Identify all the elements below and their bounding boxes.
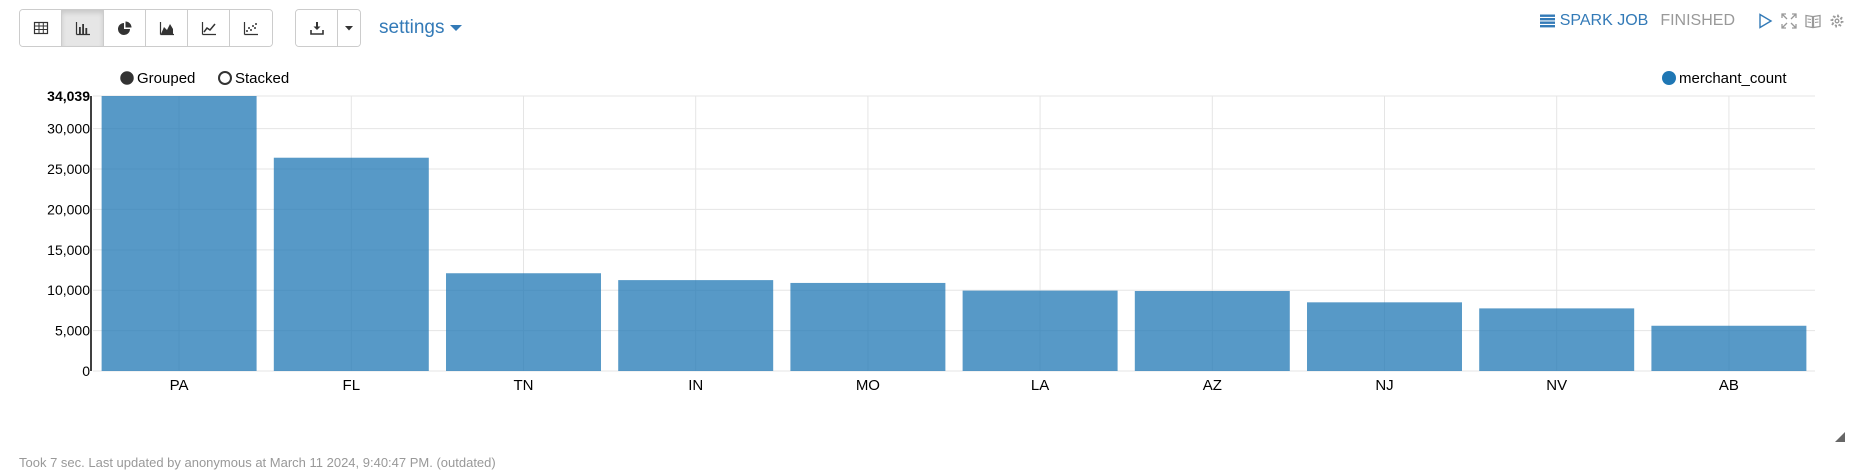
bar-nv[interactable]	[1479, 308, 1635, 371]
x-tick-label: LA	[1031, 377, 1049, 394]
spark-job-link[interactable]: SPARK JOB	[1539, 12, 1649, 30]
download-icon	[309, 22, 324, 35]
x-tick-label: NJ	[1375, 377, 1393, 394]
y-tick-label: 25,000	[47, 161, 90, 177]
pie-chart-icon	[117, 21, 131, 35]
play-icon[interactable]	[1757, 13, 1773, 29]
expand-icon[interactable]	[1781, 13, 1797, 29]
grouped-mode-option[interactable]: Grouped	[120, 70, 195, 87]
area-chart-icon	[159, 22, 174, 36]
stacked-label: Stacked	[235, 70, 289, 87]
x-tick-label: AZ	[1203, 377, 1222, 394]
settings-label: settings	[379, 17, 445, 38]
bars	[101, 96, 1807, 371]
x-axis: PA FL TN IN MO LA AZ NJ NV AB	[170, 377, 1739, 394]
bar-chart-icon	[75, 22, 90, 36]
status-badge: FINISHED	[1660, 12, 1735, 29]
table-icon	[33, 21, 48, 35]
bar-la[interactable]	[962, 290, 1118, 371]
y-tick-label: 15,000	[47, 242, 90, 258]
bar-fl[interactable]	[273, 157, 429, 371]
bar-pa[interactable]	[101, 96, 257, 371]
y-tick-label: 20,000	[47, 201, 90, 217]
bar-nj[interactable]	[1307, 302, 1462, 371]
download-button[interactable]	[296, 10, 338, 46]
caret-down-icon	[450, 25, 463, 31]
x-tick-label: PA	[170, 377, 189, 394]
settings-dropdown[interactable]: settings	[379, 17, 463, 39]
bar-tn[interactable]	[446, 273, 601, 371]
download-options-toggle[interactable]	[338, 10, 360, 46]
x-tick-label: TN	[514, 377, 534, 394]
mode-toggle: Grouped Stacked	[120, 70, 289, 87]
y-tick-label: 10,000	[47, 282, 90, 298]
legend: merchant_count	[1662, 70, 1787, 87]
scatter-chart-view-button[interactable]	[230, 10, 272, 46]
grouped-label: Grouped	[137, 70, 195, 87]
y-tick-label: 5,000	[55, 323, 90, 339]
view-button-group	[19, 9, 273, 47]
y-tick-label: 30,000	[47, 121, 90, 137]
bar-in[interactable]	[618, 280, 774, 371]
paragraph-status: SPARK JOB FINISHED	[1539, 12, 1845, 30]
download-button-group	[295, 9, 361, 47]
x-tick-label: IN	[688, 377, 703, 394]
line-chart-view-button[interactable]	[188, 10, 230, 46]
area-chart-view-button[interactable]	[146, 10, 188, 46]
caret-down-icon	[345, 26, 353, 31]
resize-handle[interactable]	[1833, 430, 1845, 442]
bar-mo[interactable]	[790, 282, 946, 371]
line-chart-icon	[201, 22, 216, 36]
gear-icon[interactable]	[1829, 13, 1845, 29]
bar-az[interactable]	[1134, 291, 1290, 371]
book-icon[interactable]	[1805, 13, 1821, 29]
legend-label: merchant_count	[1679, 70, 1787, 87]
x-tick-label: AB	[1719, 377, 1739, 394]
x-tick-label: MO	[856, 377, 880, 394]
bar-chart: Grouped Stacked merchant_count 0 5,000 10,…	[47, 70, 1815, 394]
pie-chart-view-button[interactable]	[104, 10, 146, 46]
stacked-mode-option[interactable]: Stacked	[218, 70, 289, 87]
paragraph-footer: Took 7 sec. Last updated by anonymous at…	[19, 455, 496, 470]
y-max-label: 34,039	[47, 88, 90, 104]
bar-ab[interactable]	[1651, 325, 1807, 371]
scatter-chart-icon	[243, 22, 258, 36]
x-tick-label: FL	[343, 377, 361, 394]
bar-chart-view-button[interactable]	[62, 10, 104, 46]
y-tick-label: 0	[82, 363, 90, 379]
table-view-button[interactable]	[20, 10, 62, 46]
spark-job-label: SPARK JOB	[1559, 12, 1649, 29]
tasks-icon	[1539, 14, 1555, 28]
x-tick-label: NV	[1546, 377, 1567, 394]
grouped-radio	[120, 71, 134, 85]
visualization-toolbar: settings	[19, 9, 463, 47]
stacked-radio	[218, 71, 232, 85]
legend-item-merchant-count[interactable]: merchant_count	[1662, 70, 1787, 87]
y-axis: 0 5,000 10,000 15,000 20,000 25,000 30,000 34,0…	[47, 88, 92, 379]
legend-swatch	[1662, 71, 1676, 85]
